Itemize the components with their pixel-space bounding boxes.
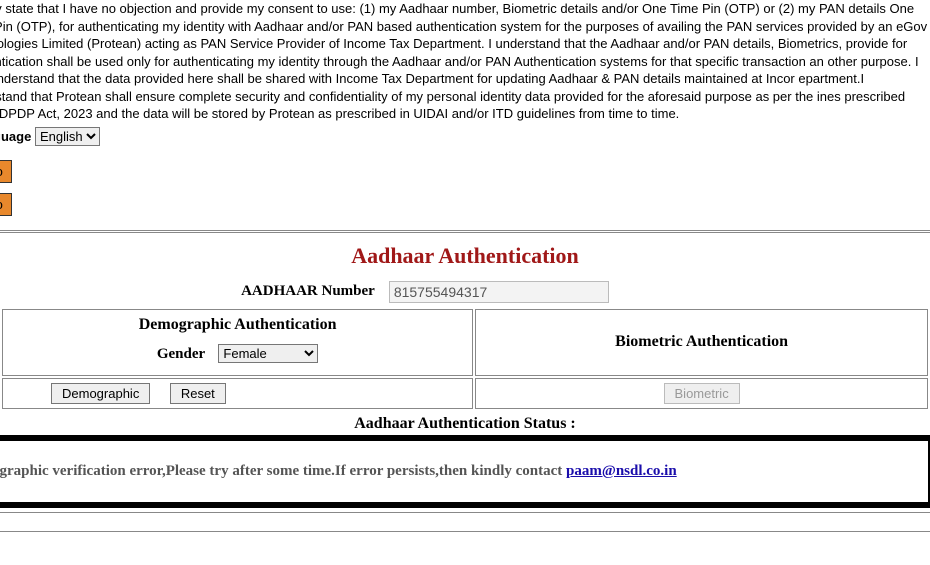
- aadhaar-number-label: AADHAAR Number: [2, 279, 381, 305]
- language-row: t Language English: [0, 125, 930, 156]
- aadhaar-number-input[interactable]: [389, 281, 609, 303]
- play-audio-button-1[interactable]: audio: [0, 160, 12, 183]
- demographic-button[interactable]: Demographic: [51, 383, 150, 404]
- bottom-divider-2: [0, 531, 930, 532]
- section-title: Aadhaar Authentication: [0, 233, 930, 277]
- biometric-heading: Biometric Authentication: [482, 329, 921, 355]
- status-message-text: Demographic verification error,Please tr…: [0, 463, 566, 479]
- status-contact-link[interactable]: paam@nsdl.co.in: [566, 463, 677, 479]
- gender-label: Gender: [157, 346, 215, 362]
- consent-text: hereby state that I have no objection an…: [0, 0, 930, 125]
- play-audio-button-2[interactable]: audio: [0, 193, 12, 216]
- gender-select[interactable]: Female: [218, 344, 318, 363]
- bottom-divider-1: [0, 512, 930, 513]
- auth-table: Demographic Authentication Gender Female…: [0, 307, 930, 411]
- language-select[interactable]: English: [35, 127, 100, 146]
- reset-button[interactable]: Reset: [170, 383, 226, 404]
- biometric-button: Biometric: [664, 383, 740, 404]
- status-heading: Aadhaar Authentication Status :: [0, 411, 930, 435]
- demographic-heading: Demographic Authentication: [9, 312, 466, 338]
- language-label: t Language: [0, 129, 31, 144]
- status-message-box: Demographic verification error,Please tr…: [0, 435, 930, 508]
- aadhaar-number-table: AADHAAR Number: [0, 277, 930, 307]
